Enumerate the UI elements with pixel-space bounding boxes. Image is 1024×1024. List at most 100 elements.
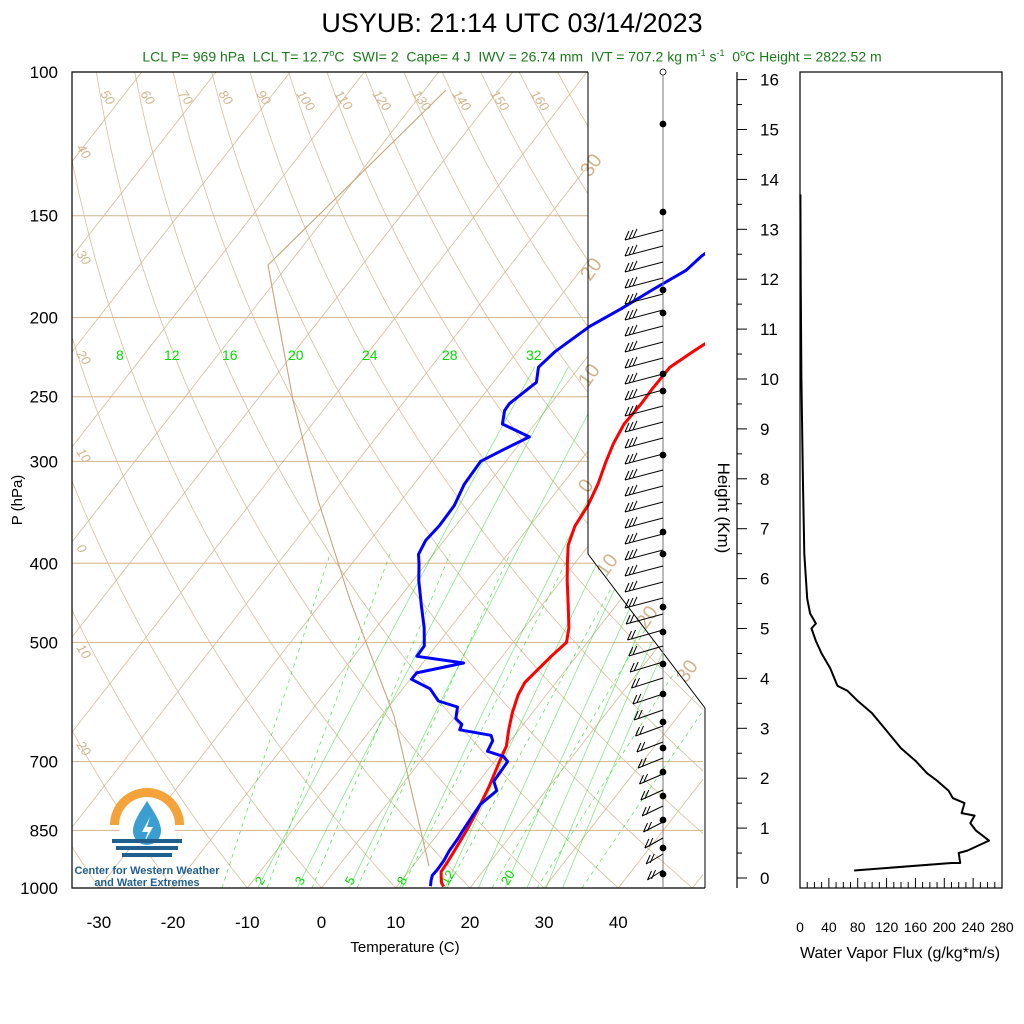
- dry-adiabat-line: [711, 72, 1024, 888]
- wind-level-marker: [659, 744, 667, 752]
- wind-barb-feather: [640, 741, 646, 752]
- wind-level-marker: [659, 792, 667, 800]
- wind-barb: [624, 501, 664, 513]
- parcel-path-line: [267, 89, 447, 867]
- wind-barb: [624, 229, 664, 241]
- wind-barb: [624, 469, 664, 481]
- wind-barb-feather: [632, 308, 638, 319]
- isotherm-label: 30: [576, 150, 607, 181]
- pressure-tick-label: 850: [30, 821, 58, 840]
- wind-barb-feather: [649, 853, 655, 864]
- wind-barb-feather: [624, 230, 630, 241]
- wind-barb-feather: [624, 438, 630, 449]
- saturated-adiabat-line: [356, 553, 511, 888]
- temperature-tick-label: 10: [386, 913, 405, 932]
- height-axis-label: Height (Km): [714, 463, 733, 554]
- flux-frame: [799, 71, 1003, 889]
- wind-barb-feather: [624, 534, 630, 545]
- wind-barb-feather: [624, 390, 630, 401]
- lcl-temperature: LCL T= 12.7: [252, 48, 330, 65]
- isotherm-line: [543, 72, 703, 888]
- wind-barb-feather: [624, 406, 630, 417]
- wind-barb-feather: [639, 725, 644, 736]
- wind-barb-feather: [624, 278, 630, 289]
- skewt-border-step: [587, 72, 706, 888]
- wind-barb-feather: [624, 582, 630, 593]
- wind-barb: [626, 613, 664, 625]
- mixing-ratio-label: 8: [116, 347, 124, 363]
- isotherm-line: [172, 72, 703, 888]
- wind-barb-feather: [628, 293, 634, 304]
- wind-barb-feather: [647, 870, 652, 881]
- pressure-tick-label: 300: [30, 452, 58, 471]
- wind-barb-feather: [643, 773, 648, 784]
- wind-barb-feather: [628, 341, 634, 352]
- wind-barb-feather: [632, 468, 638, 479]
- wind-barb-feather: [628, 421, 634, 432]
- cw3e-logo: Center for Western Weather and Water Ext…: [72, 785, 222, 895]
- wind-barb-feather: [625, 614, 631, 625]
- mixing-ratio-line: [257, 367, 535, 888]
- mixing-ratio-line: [296, 367, 569, 888]
- wind-barb-feather: [627, 630, 632, 641]
- isotherm-line: [469, 72, 703, 888]
- height-tick-label: 7: [760, 520, 769, 539]
- wind-barb-feather: [643, 822, 648, 833]
- wind-barb-feather: [632, 356, 638, 367]
- wind-barb-feather: [624, 454, 630, 465]
- mixing-ratio-label: 2: [252, 874, 269, 888]
- wind-level-marker: [659, 628, 667, 636]
- wind-barb-feather: [647, 821, 652, 832]
- wind-level-marker: [659, 550, 667, 558]
- isotherm-label: 60: [138, 87, 159, 108]
- wind-barb: [628, 645, 664, 657]
- freezing-level-height: C Height = 2822.52 m: [745, 48, 882, 65]
- wind-barb-feather: [624, 326, 630, 337]
- isotherm-line: [395, 72, 703, 888]
- saturated-adiabat-line: [266, 553, 391, 888]
- wind-barb-feather: [624, 262, 630, 273]
- isotherm-label: 40: [74, 141, 95, 162]
- wind-barb: [624, 549, 664, 561]
- saturated-adiabat-line: [446, 553, 631, 888]
- ivt-value: IVT = 707.2 kg m: [590, 48, 698, 65]
- wind-level-marker: [659, 603, 667, 611]
- isotherm-line: [72, 72, 365, 888]
- mixing-ratio-label: 20: [498, 867, 518, 887]
- isotherm-label: 20: [73, 737, 95, 759]
- wind-barb-feather: [637, 709, 643, 720]
- dry-adiabat-line: [364, 72, 703, 888]
- saturated-adiabat-line: [311, 553, 451, 888]
- temperature-tick-label: -20: [161, 913, 186, 932]
- dry-adiabat-line: [72, 72, 322, 888]
- wind-barb: [624, 261, 664, 273]
- wind-barb: [624, 437, 664, 449]
- wind-barb-feather: [632, 500, 638, 511]
- wind-barb-feather: [632, 404, 638, 415]
- dry-adiabat-line: [134, 72, 619, 888]
- height-tick-label: 9: [760, 420, 769, 439]
- wind-barb: [624, 389, 664, 401]
- wind-barb-feather: [632, 324, 638, 335]
- isotherm-label: 10: [574, 360, 605, 391]
- wind-barb: [643, 821, 664, 833]
- wind-barb-feather: [628, 517, 634, 528]
- temperature-line: [439, 342, 705, 888]
- dry-adiabat-line: [634, 72, 703, 888]
- wind-barb-feather: [628, 309, 634, 320]
- water-vapor-flux-line: [799, 194, 990, 872]
- isotherm-label: 70: [176, 87, 197, 108]
- flux-tick-label: 200: [933, 919, 957, 935]
- wind-barb: [631, 677, 664, 689]
- height-tick-label: 5: [760, 620, 769, 639]
- dry-adiabat-line: [326, 72, 703, 888]
- wind-barb-feather: [624, 550, 630, 561]
- wind-barb: [624, 597, 664, 609]
- chart-subtitle: LCL P= 969 hPa LCL T= 12.7oC SWI= 2 Cape…: [142, 48, 882, 65]
- wind-level-marker: [659, 208, 667, 216]
- wind-barb-feather: [636, 742, 642, 753]
- wind-barb: [624, 309, 664, 321]
- wind-barb: [624, 245, 664, 257]
- wind-barb: [624, 357, 664, 369]
